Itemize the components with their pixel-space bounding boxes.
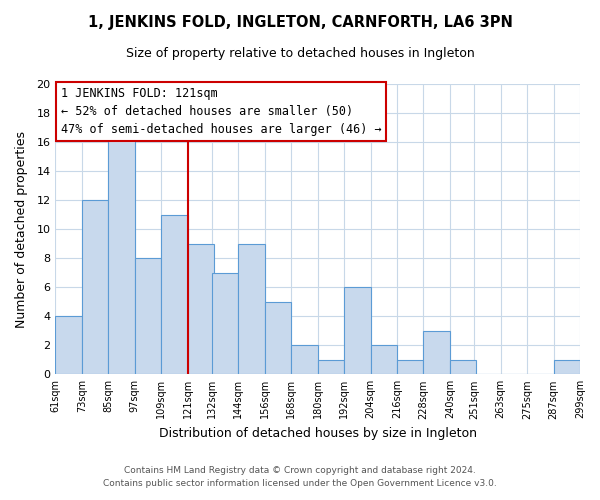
Bar xyxy=(161,214,188,374)
X-axis label: Distribution of detached houses by size in Ingleton: Distribution of detached houses by size … xyxy=(158,427,476,440)
Bar xyxy=(82,200,108,374)
Bar xyxy=(134,258,161,374)
Bar xyxy=(554,360,580,374)
Bar xyxy=(317,360,344,374)
Bar xyxy=(397,360,424,374)
Bar xyxy=(371,346,397,374)
Bar xyxy=(344,287,371,374)
Text: Size of property relative to detached houses in Ingleton: Size of property relative to detached ho… xyxy=(125,48,475,60)
Bar xyxy=(450,360,476,374)
Text: 1 JENKINS FOLD: 121sqm
← 52% of detached houses are smaller (50)
47% of semi-det: 1 JENKINS FOLD: 121sqm ← 52% of detached… xyxy=(61,87,381,136)
Bar xyxy=(108,128,134,374)
Y-axis label: Number of detached properties: Number of detached properties xyxy=(15,130,28,328)
Bar xyxy=(212,272,238,374)
Bar xyxy=(238,244,265,374)
Text: 1, JENKINS FOLD, INGLETON, CARNFORTH, LA6 3PN: 1, JENKINS FOLD, INGLETON, CARNFORTH, LA… xyxy=(88,15,512,30)
Bar xyxy=(291,346,317,374)
Bar xyxy=(265,302,291,374)
Text: Contains HM Land Registry data © Crown copyright and database right 2024.
Contai: Contains HM Land Registry data © Crown c… xyxy=(103,466,497,487)
Bar xyxy=(424,331,450,374)
Bar xyxy=(188,244,214,374)
Bar xyxy=(55,316,82,374)
